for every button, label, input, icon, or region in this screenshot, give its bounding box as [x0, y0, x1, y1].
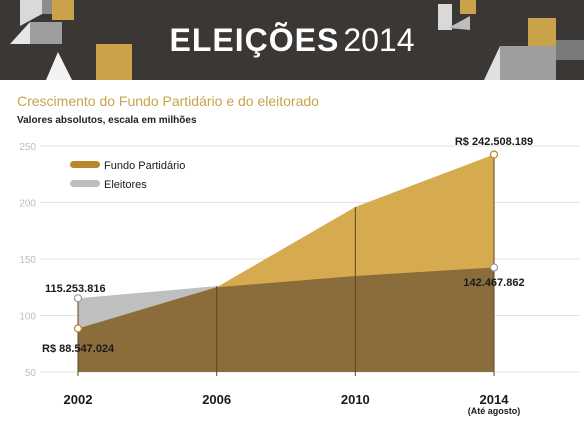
title-year: 2014: [343, 21, 415, 58]
cube-shape: [500, 46, 556, 80]
legend-label: Fundo Partidário: [104, 160, 185, 172]
gold-square: [96, 44, 132, 80]
chart-title: Crescimento do Fundo Partidário e do ele…: [17, 93, 319, 109]
y-tick-label: 200: [19, 199, 36, 210]
y-tick-label: 50: [25, 368, 37, 379]
cube-shape: [448, 16, 470, 30]
data-label: 115.253.816: [45, 283, 106, 295]
cube-shape: [30, 22, 62, 44]
y-tick-label: 250: [19, 142, 36, 153]
cube-shape: [484, 46, 500, 80]
data-point-marker: [489, 150, 499, 159]
data-label: 142.467.862: [463, 277, 524, 289]
legend-label: Eleitores: [104, 179, 147, 191]
x-tick-label: 2002: [64, 392, 93, 407]
cube-shape: [10, 22, 30, 44]
data-label: R$ 88.547.024: [42, 343, 115, 355]
banner-decoration: [10, 0, 584, 80]
cube-shape: [556, 40, 584, 60]
data-label: R$ 242.508.189: [455, 136, 533, 148]
data-point-marker: [489, 263, 499, 272]
gold-square: [528, 18, 556, 46]
title-word: ELEIÇÕES: [169, 21, 340, 58]
gold-square: [52, 0, 74, 20]
triangle-shape: [46, 52, 72, 80]
cube-shape: [438, 4, 452, 30]
gold-square: [460, 0, 476, 14]
x-tick-sublabel: (Até agosto): [468, 406, 521, 416]
legend-swatch-eleitores: [70, 180, 100, 187]
legend-swatch-fundo: [70, 161, 100, 168]
data-point-marker: [73, 294, 83, 303]
overlap-area: [78, 267, 494, 372]
chart-subtitle: Valores absolutos, escala em milhões: [17, 115, 197, 126]
page-title: ELEIÇÕES 2014: [0, 0, 584, 80]
x-tick-label: 2010: [341, 392, 370, 407]
data-point-marker: [73, 324, 83, 333]
header-banner: ELEIÇÕES 2014: [0, 0, 584, 80]
y-tick-label: 150: [19, 255, 36, 266]
y-tick-label: 100: [19, 312, 36, 323]
cube-shape: [20, 0, 42, 26]
x-tick-label: 2014: [480, 392, 510, 407]
x-tick-label: 2006: [202, 392, 231, 407]
